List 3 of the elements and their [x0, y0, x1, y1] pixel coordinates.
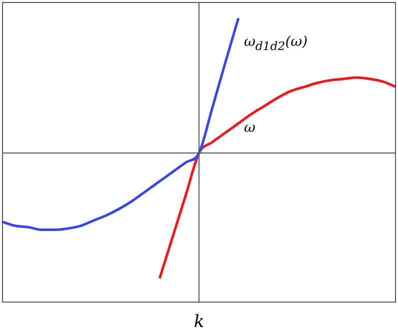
x-axis-title: k: [194, 312, 204, 332]
annotation: ω$_{d1d2}$(ω): [244, 34, 308, 53]
annotation: ω: [244, 120, 256, 136]
